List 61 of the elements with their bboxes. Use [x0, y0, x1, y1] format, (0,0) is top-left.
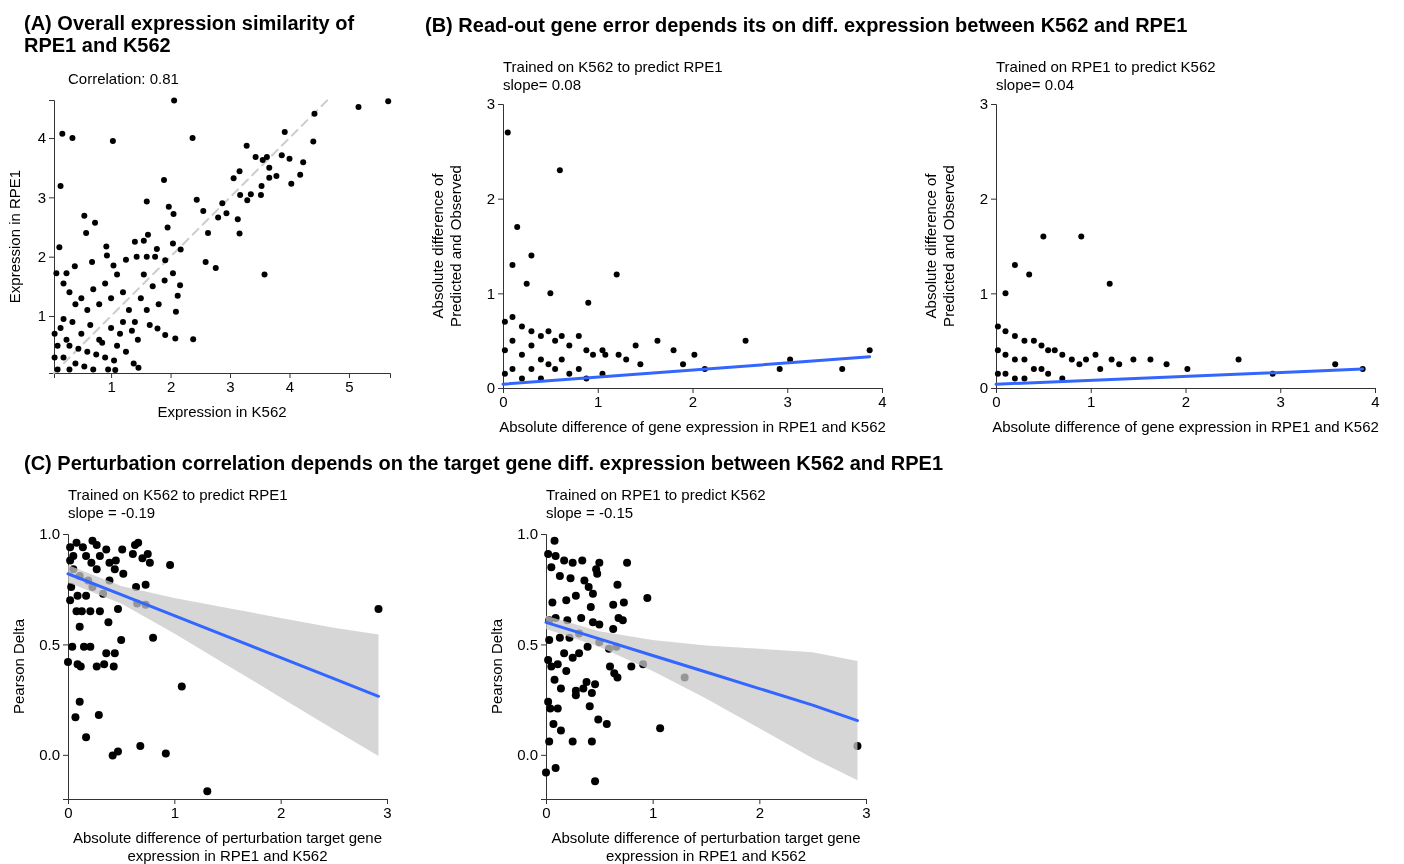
x-tick-label: 2 — [1181, 392, 1191, 410]
y-axis-title: Absolute difference of Predicted and Observed — [922, 165, 957, 327]
y-axis-title: Pearson Delta — [10, 618, 27, 715]
chart-title: (A) Overall expression similarity of RPE1 and K562 — [24, 12, 355, 56]
x-tick-label: 0 — [499, 392, 508, 410]
chart-subtitle: Trained on K562 to predict RPE1 — [503, 58, 723, 75]
chart-subtitle: Trained on K562 to predict RPE1 — [68, 486, 288, 503]
y-tick-label: 0.0 — [39, 746, 60, 764]
x-tick-label: 1 — [170, 803, 180, 821]
text: slope = -0.15 — [546, 504, 634, 521]
y-tick-label: 3 — [37, 188, 46, 206]
y-tick-label: 0.5 — [517, 635, 538, 653]
y-axis-title: Pearson Delta — [488, 618, 505, 715]
y-tick-label: 3 — [979, 95, 988, 113]
x-axis-title: Absolute difference of perturbation target gene expression in RPE1 and K562 — [72, 829, 383, 864]
x-tick-label: 5 — [345, 377, 354, 395]
x-tick-label: 2 — [688, 392, 698, 410]
x-axis-title: Absolute difference of gene expression in RPE1 and K562 — [499, 418, 886, 435]
x-axis-title: Absolute difference of perturbation target gene expression in RPE1 and K562 — [551, 829, 861, 864]
y-tick-label: 1.0 — [517, 525, 538, 543]
y-tick-label: 3 — [486, 95, 495, 113]
y-tick-label: 1.0 — [39, 525, 60, 543]
x-tick-label: 3 — [1276, 392, 1285, 410]
x-tick-label: 2 — [755, 803, 765, 821]
x-tick-label: 0 — [64, 803, 73, 821]
y-tick-label: 2 — [37, 247, 46, 265]
y-axis-title: Absolute difference of Predicted and Observed — [429, 165, 464, 327]
y-axis-title: Expression in RPE1 — [6, 169, 23, 304]
x-tick-label: 0 — [992, 392, 1001, 410]
x-tick-label: 1 — [1087, 392, 1096, 410]
x-axis-title: Expression in K562 — [157, 403, 287, 420]
y-tick-label: 0.5 — [39, 635, 60, 653]
x-tick-label: 3 — [383, 803, 392, 821]
chart-subtitle: Trained on RPE1 to predict K562 — [996, 58, 1216, 75]
text: slope= 0.08 — [503, 76, 581, 93]
x-tick-label: 1 — [648, 803, 658, 821]
y-tick-label: 2 — [486, 189, 495, 207]
x-tick-label: 2 — [276, 803, 286, 821]
text: slope= 0.04 — [996, 76, 1074, 93]
x-tick-label: 0 — [542, 803, 551, 821]
x-tick-label: 4 — [878, 392, 887, 410]
y-tick-label: 4 — [37, 129, 46, 147]
text: slope = -0.19 — [68, 504, 156, 521]
x-tick-label: 2 — [166, 377, 176, 395]
x-tick-label: 4 — [1371, 392, 1380, 410]
chart-subtitle: Trained on RPE1 to predict K562 — [546, 486, 766, 503]
chart-title: (B) Read-out gene error depends its on diff. expression between K562 and RPE1 — [425, 14, 1188, 36]
x-tick-label: 3 — [862, 803, 871, 821]
y-tick-label: 2 — [979, 189, 988, 207]
y-tick-label: 1 — [37, 307, 46, 325]
x-tick-label: 3 — [226, 377, 235, 395]
text: (C) Perturbation correlation depends on the target gene diff. expression between K562 and RPE1 — [24, 452, 944, 474]
y-tick-label: 0.0 — [517, 746, 538, 764]
x-tick-label: 3 — [783, 392, 792, 410]
y-tick-label: 1 — [979, 284, 988, 302]
y-tick-label: 1 — [486, 284, 495, 302]
x-tick-label: 4 — [285, 377, 295, 395]
x-tick-label: 1 — [107, 377, 116, 395]
x-axis-title: Absolute difference of gene expression in RPE1 and K562 — [992, 418, 1379, 435]
chart-subtitle: Correlation: 0.81 — [68, 70, 179, 87]
x-tick-label: 1 — [594, 392, 603, 410]
